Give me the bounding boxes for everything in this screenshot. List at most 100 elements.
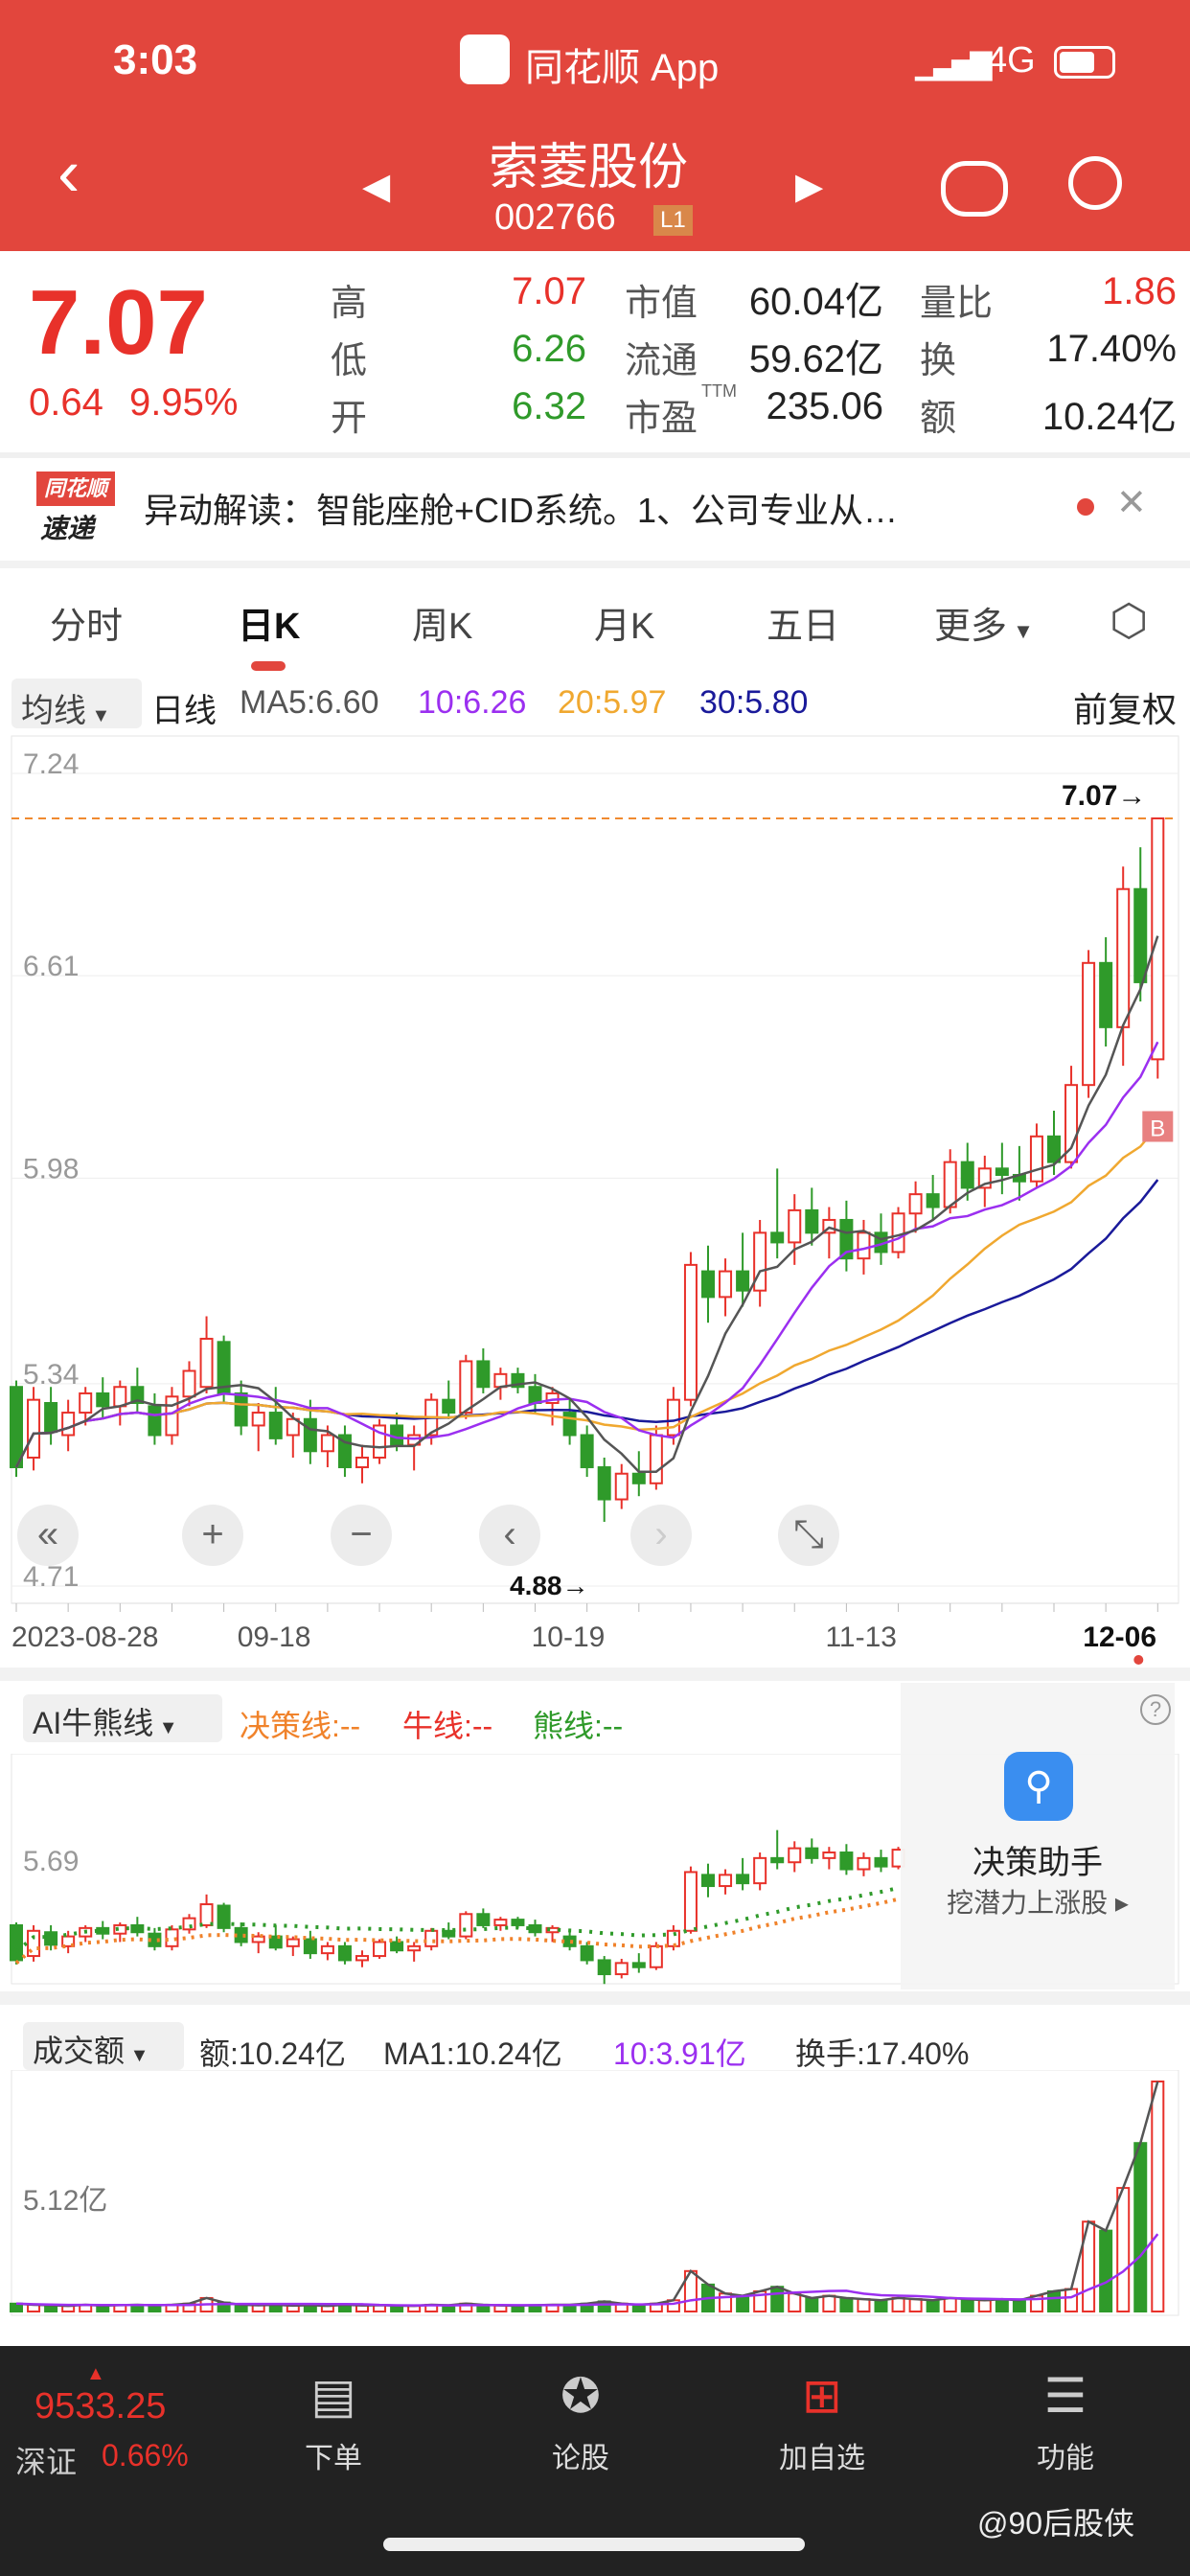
- ai-bull-bear-chart: 5.69: [10, 1754, 1179, 1985]
- candle: [788, 1208, 802, 1244]
- chart-frame: [11, 2070, 1179, 2316]
- label-mcap: 市值: [625, 284, 698, 324]
- next-stock-icon[interactable]: ▶: [795, 167, 824, 207]
- volume-bar: [960, 2298, 974, 2312]
- tab-more[interactable]: 更多 ▼: [934, 596, 1034, 649]
- assistant-link[interactable]: 挖潜力上涨股 ▸: [947, 1888, 1129, 1918]
- ai-candle: [701, 1874, 715, 1888]
- bear-line-value: 熊线:--: [533, 1709, 624, 1743]
- ma10-line: [14, 1041, 1159, 1468]
- caret-down-icon: ▼: [125, 2045, 149, 2066]
- y-tick-label: 7.24: [23, 748, 79, 780]
- adjust-selector[interactable]: 前复权: [1073, 690, 1178, 729]
- prev-stock-icon[interactable]: ◀: [362, 167, 391, 207]
- volume-bar: [874, 2299, 888, 2312]
- label-turnover: 换: [920, 341, 957, 381]
- zoom-in-button[interactable]: +: [182, 1505, 243, 1566]
- value-float: 59.62亿: [748, 338, 883, 380]
- label-low: 低: [331, 341, 368, 381]
- x-tick-label: 09-18: [238, 1622, 311, 1653]
- ai-candle: [442, 1929, 456, 1938]
- signal-icon: ▁▃▅▇: [915, 49, 992, 80]
- robot-assistant-icon[interactable]: [941, 161, 1008, 217]
- settings-hexagon-icon[interactable]: ⬡: [1110, 595, 1149, 645]
- tab-weekly-k[interactable]: 周K: [412, 607, 473, 647]
- help-icon[interactable]: ?: [1140, 1694, 1171, 1725]
- candle: [701, 1270, 715, 1299]
- candle: [562, 1412, 577, 1437]
- header: 3:03 同花顺 App ▁▃▅▇ 4G ‹ ◀ 索菱股份 002766 L1 …: [0, 0, 1190, 251]
- nav-add-watchlist[interactable]: ⊞ 加自选: [745, 2358, 899, 2476]
- value-low: 6.26: [512, 328, 586, 370]
- candle: [130, 1386, 145, 1405]
- volume-ma1-line: [15, 2081, 1159, 2308]
- scroll-left-button[interactable]: ‹: [479, 1505, 540, 1566]
- tab-more-label: 更多: [934, 607, 1008, 647]
- ai-candle: [407, 1944, 422, 1952]
- scroll-right-button[interactable]: ›: [630, 1505, 692, 1566]
- candle: [27, 1398, 41, 1459]
- ai-candle: [61, 1935, 76, 1947]
- back-icon[interactable]: ‹: [57, 135, 80, 210]
- nav-order[interactable]: ▤ 下单: [257, 2358, 410, 2476]
- candle: [182, 1369, 196, 1398]
- candle: [839, 1218, 854, 1260]
- y-tick-label: 5.69: [23, 1846, 79, 1877]
- assistant-search-icon: ⚲: [1004, 1752, 1073, 1821]
- x-tick-label: 2023-08-28: [11, 1622, 158, 1653]
- candle: [442, 1398, 456, 1414]
- tab-intraday[interactable]: 分时: [50, 607, 124, 647]
- index-value[interactable]: 9533.25: [34, 2386, 167, 2426]
- candle: [1082, 961, 1096, 1087]
- candle: [44, 1402, 58, 1434]
- y-tick-label: 6.61: [23, 951, 79, 982]
- candle: [268, 1412, 283, 1439]
- close-icon[interactable]: ✕: [1116, 483, 1147, 523]
- fullscreen-button[interactable]: ⤡: [778, 1505, 839, 1566]
- candle: [943, 1161, 957, 1208]
- candle: [355, 1456, 369, 1469]
- candle: [199, 1337, 214, 1389]
- ai-indicator-selector[interactable]: AI牛熊线 ▼: [23, 1694, 222, 1742]
- volume-bar: [926, 2299, 940, 2312]
- kline-chart[interactable]: 7.24 6.61 5.98 5.34 4.71 7.07→ 4.88→ B 2023-08-2…: [0, 728, 1190, 1668]
- tab-monthly-k[interactable]: 月K: [594, 607, 655, 647]
- candle: [61, 1412, 76, 1437]
- zoom-out-button[interactable]: −: [331, 1505, 392, 1566]
- candle: [614, 1472, 629, 1501]
- nav-functions[interactable]: ☰ 功能: [989, 2358, 1142, 2476]
- candle: [390, 1424, 404, 1446]
- tab-daily-k[interactable]: 日K: [238, 607, 301, 647]
- label-float: 流通: [625, 341, 698, 381]
- period-label: 日线: [151, 693, 217, 729]
- candle: [79, 1392, 93, 1414]
- ai-candle: [597, 1959, 611, 1976]
- candle: [476, 1360, 491, 1389]
- volume-chart: 5.12亿: [10, 2070, 1179, 2316]
- stock-code: 002766: [494, 197, 616, 238]
- volume-ma10-line: [15, 2233, 1159, 2307]
- candle: [545, 1392, 560, 1405]
- scroll-left-fast-button[interactable]: «: [17, 1505, 79, 1566]
- nav-discuss[interactable]: ✪ 论股: [504, 2358, 657, 2476]
- app-logo-icon: [460, 34, 510, 84]
- candle: [528, 1386, 542, 1405]
- ai-candle: [303, 1938, 317, 1955]
- nav-label: 功能: [1037, 2443, 1094, 2474]
- ma20-value: 20:5.97: [558, 684, 667, 721]
- value-pe: 235.06: [766, 385, 883, 427]
- search-icon[interactable]: [1068, 156, 1122, 210]
- index-name[interactable]: 深证: [15, 2445, 78, 2479]
- news-banner[interactable]: 同花顺 速递 异动解读：智能座舱+CID系统。1、公司专业从… ✕: [0, 460, 1190, 556]
- tab-five-day[interactable]: 五日: [767, 607, 840, 647]
- current-date-dot: [1133, 1655, 1144, 1665]
- divider: [0, 452, 1190, 458]
- candle: [736, 1270, 750, 1292]
- volume-turnover: 换手:17.40%: [795, 2036, 970, 2071]
- candle: [649, 1434, 663, 1484]
- volume-indicator-selector[interactable]: 成交额 ▼: [23, 2022, 184, 2070]
- ma-selector[interactable]: 均线 ▼: [11, 678, 142, 729]
- ai-candle: [217, 1904, 231, 1929]
- decision-assistant-card[interactable]: ? ⚲ 决策助手 挖潜力上涨股 ▸: [901, 1683, 1175, 1990]
- x-tick-label: 10-19: [532, 1622, 606, 1653]
